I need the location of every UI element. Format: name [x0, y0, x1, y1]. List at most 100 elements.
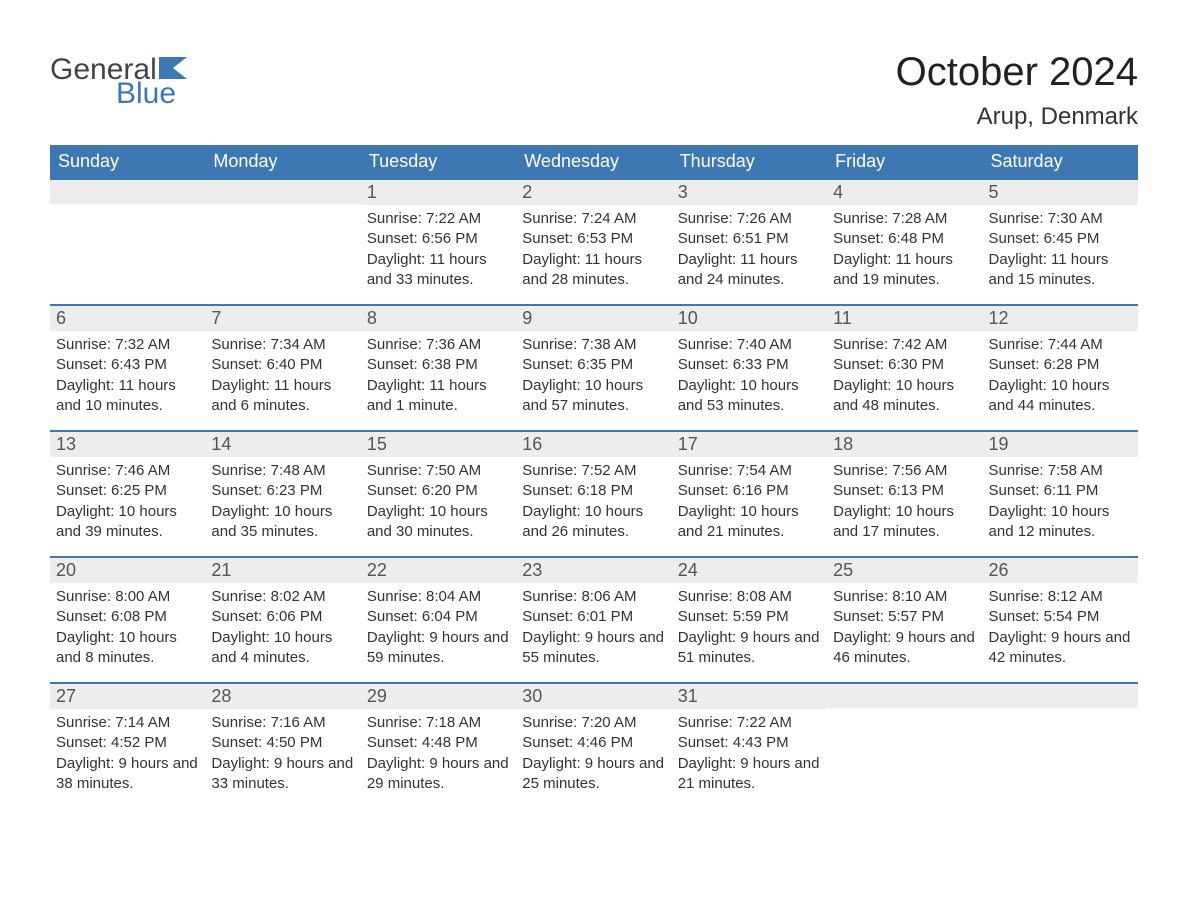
sunset-text: Sunset: 6:08 PM — [56, 607, 199, 627]
daylight-text: Daylight: 10 hours and 53 minutes. — [678, 376, 821, 417]
sunset-text: Sunset: 6:56 PM — [367, 229, 510, 249]
day-number: 25 — [827, 558, 982, 583]
calendar-day-cell: 22Sunrise: 8:04 AMSunset: 6:04 PMDayligh… — [361, 557, 516, 683]
calendar-day-cell: 5Sunrise: 7:30 AMSunset: 6:45 PMDaylight… — [983, 179, 1138, 305]
day-number: 17 — [672, 432, 827, 457]
sunset-text: Sunset: 4:43 PM — [678, 733, 821, 753]
daylight-text: Daylight: 9 hours and 42 minutes. — [989, 628, 1132, 669]
sunrise-text: Sunrise: 7:14 AM — [56, 713, 199, 733]
calendar-day-cell: 14Sunrise: 7:48 AMSunset: 6:23 PMDayligh… — [205, 431, 360, 557]
daylight-text: Daylight: 10 hours and 4 minutes. — [211, 628, 354, 669]
daylight-text: Daylight: 9 hours and 38 minutes. — [56, 754, 199, 795]
daylight-text: Daylight: 9 hours and 55 minutes. — [522, 628, 665, 669]
calendar-day-cell: 26Sunrise: 8:12 AMSunset: 5:54 PMDayligh… — [983, 557, 1138, 683]
day-number: 7 — [205, 306, 360, 331]
daylight-text: Daylight: 10 hours and 44 minutes. — [989, 376, 1132, 417]
day-content: Sunrise: 7:42 AMSunset: 6:30 PMDaylight:… — [827, 331, 982, 424]
day-content: Sunrise: 7:14 AMSunset: 4:52 PMDaylight:… — [50, 709, 205, 802]
sunrise-text: Sunrise: 8:06 AM — [522, 587, 665, 607]
day-number: 9 — [516, 306, 671, 331]
day-content: Sunrise: 8:00 AMSunset: 6:08 PMDaylight:… — [50, 583, 205, 676]
calendar-day-cell: 15Sunrise: 7:50 AMSunset: 6:20 PMDayligh… — [361, 431, 516, 557]
weekday-header: Monday — [205, 145, 360, 179]
sunset-text: Sunset: 6:38 PM — [367, 355, 510, 375]
day-number: 30 — [516, 684, 671, 709]
sunrise-text: Sunrise: 7:50 AM — [367, 461, 510, 481]
daylight-text: Daylight: 11 hours and 24 minutes. — [678, 250, 821, 291]
daylight-text: Daylight: 11 hours and 33 minutes. — [367, 250, 510, 291]
day-number — [827, 684, 982, 708]
calendar-week-row: 6Sunrise: 7:32 AMSunset: 6:43 PMDaylight… — [50, 305, 1138, 431]
sunrise-text: Sunrise: 7:22 AM — [367, 209, 510, 229]
sunset-text: Sunset: 6:20 PM — [367, 481, 510, 501]
sunset-text: Sunset: 6:48 PM — [833, 229, 976, 249]
sunset-text: Sunset: 6:16 PM — [678, 481, 821, 501]
day-number: 16 — [516, 432, 671, 457]
sunrise-text: Sunrise: 7:40 AM — [678, 335, 821, 355]
daylight-text: Daylight: 9 hours and 21 minutes. — [678, 754, 821, 795]
day-content: Sunrise: 7:30 AMSunset: 6:45 PMDaylight:… — [983, 205, 1138, 298]
daylight-text: Daylight: 10 hours and 12 minutes. — [989, 502, 1132, 543]
sunset-text: Sunset: 6:40 PM — [211, 355, 354, 375]
calendar-day-cell: 28Sunrise: 7:16 AMSunset: 4:50 PMDayligh… — [205, 683, 360, 809]
daylight-text: Daylight: 9 hours and 33 minutes. — [211, 754, 354, 795]
sunrise-text: Sunrise: 8:12 AM — [989, 587, 1132, 607]
day-content: Sunrise: 7:48 AMSunset: 6:23 PMDaylight:… — [205, 457, 360, 550]
day-number: 4 — [827, 180, 982, 205]
month-title: October 2024 — [896, 50, 1138, 95]
calendar-day-cell: 2Sunrise: 7:24 AMSunset: 6:53 PMDaylight… — [516, 179, 671, 305]
daylight-text: Daylight: 9 hours and 59 minutes. — [367, 628, 510, 669]
day-number: 3 — [672, 180, 827, 205]
calendar-day-cell: 8Sunrise: 7:36 AMSunset: 6:38 PMDaylight… — [361, 305, 516, 431]
calendar-day-cell: 31Sunrise: 7:22 AMSunset: 4:43 PMDayligh… — [672, 683, 827, 809]
sunrise-text: Sunrise: 8:02 AM — [211, 587, 354, 607]
day-number: 29 — [361, 684, 516, 709]
weekday-header: Tuesday — [361, 145, 516, 179]
calendar-day-cell: 25Sunrise: 8:10 AMSunset: 5:57 PMDayligh… — [827, 557, 982, 683]
calendar-day-cell: 29Sunrise: 7:18 AMSunset: 4:48 PMDayligh… — [361, 683, 516, 809]
day-content — [827, 708, 982, 720]
day-number: 19 — [983, 432, 1138, 457]
calendar-day-cell: 6Sunrise: 7:32 AMSunset: 6:43 PMDaylight… — [50, 305, 205, 431]
day-number: 23 — [516, 558, 671, 583]
calendar-day-cell — [205, 179, 360, 305]
sunrise-text: Sunrise: 7:32 AM — [56, 335, 199, 355]
calendar-day-cell: 9Sunrise: 7:38 AMSunset: 6:35 PMDaylight… — [516, 305, 671, 431]
sunrise-text: Sunrise: 7:52 AM — [522, 461, 665, 481]
sunrise-text: Sunrise: 7:22 AM — [678, 713, 821, 733]
sunset-text: Sunset: 6:23 PM — [211, 481, 354, 501]
calendar-week-row: 13Sunrise: 7:46 AMSunset: 6:25 PMDayligh… — [50, 431, 1138, 557]
weekday-header: Saturday — [983, 145, 1138, 179]
calendar-week-row: 20Sunrise: 8:00 AMSunset: 6:08 PMDayligh… — [50, 557, 1138, 683]
sunset-text: Sunset: 6:30 PM — [833, 355, 976, 375]
sunset-text: Sunset: 6:25 PM — [56, 481, 199, 501]
daylight-text: Daylight: 11 hours and 10 minutes. — [56, 376, 199, 417]
sunset-text: Sunset: 4:52 PM — [56, 733, 199, 753]
day-content: Sunrise: 7:28 AMSunset: 6:48 PMDaylight:… — [827, 205, 982, 298]
sunrise-text: Sunrise: 7:20 AM — [522, 713, 665, 733]
day-content: Sunrise: 7:18 AMSunset: 4:48 PMDaylight:… — [361, 709, 516, 802]
weekday-header-row: Sunday Monday Tuesday Wednesday Thursday… — [50, 145, 1138, 179]
day-number: 26 — [983, 558, 1138, 583]
day-number: 15 — [361, 432, 516, 457]
sunrise-text: Sunrise: 7:44 AM — [989, 335, 1132, 355]
day-number: 28 — [205, 684, 360, 709]
sunset-text: Sunset: 6:45 PM — [989, 229, 1132, 249]
sunrise-text: Sunrise: 7:38 AM — [522, 335, 665, 355]
day-number: 10 — [672, 306, 827, 331]
day-content: Sunrise: 7:44 AMSunset: 6:28 PMDaylight:… — [983, 331, 1138, 424]
day-content — [983, 708, 1138, 720]
day-number: 5 — [983, 180, 1138, 205]
day-content: Sunrise: 8:04 AMSunset: 6:04 PMDaylight:… — [361, 583, 516, 676]
calendar-day-cell: 3Sunrise: 7:26 AMSunset: 6:51 PMDaylight… — [672, 179, 827, 305]
calendar-day-cell: 23 Sunrise: 8:06 AMSunset: 6:01 PMDayligh… — [516, 557, 671, 683]
calendar-day-cell: 18Sunrise: 7:56 AMSunset: 6:13 PMDayligh… — [827, 431, 982, 557]
daylight-text: Daylight: 10 hours and 8 minutes. — [56, 628, 199, 669]
sunrise-text: Sunrise: 7:48 AM — [211, 461, 354, 481]
sunrise-text: Sunrise: 7:26 AM — [678, 209, 821, 229]
daylight-text: Daylight: 10 hours and 48 minutes. — [833, 376, 976, 417]
calendar-day-cell: 24Sunrise: 8:08 AMSunset: 5:59 PMDayligh… — [672, 557, 827, 683]
sunset-text: Sunset: 6:43 PM — [56, 355, 199, 375]
sunset-text: Sunset: 6:01 PM — [522, 607, 665, 627]
weekday-header: Wednesday — [516, 145, 671, 179]
